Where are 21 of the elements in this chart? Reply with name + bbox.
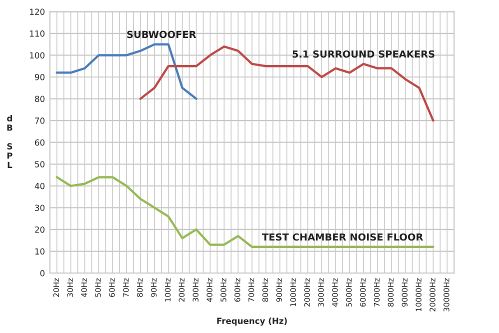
y-tick-label: 60 (35, 139, 44, 146)
series-label: SUBWOOFER (127, 30, 196, 38)
y-tick-label: 40 (34, 182, 44, 190)
y-tick-label: 10 (35, 248, 44, 255)
series-label: TEST CHAMBER NOISE FLOOR (262, 233, 424, 241)
line-series (56, 43, 198, 100)
y-tick-label: 90 (34, 74, 44, 80)
y-tick-label: 30 (35, 204, 44, 211)
y-tick-label: 50 (35, 161, 44, 168)
y-tick-label: 120 (30, 8, 44, 15)
y-tick-label: 110 (30, 30, 44, 37)
y-tick-label: 20 (35, 226, 44, 233)
text: dB SPL (7, 114, 12, 168)
line-series (56, 176, 434, 248)
y-tick-label: 0 (40, 270, 44, 276)
line-series (139, 45, 434, 122)
y-tick-label: 80 (35, 96, 44, 102)
series-label: 5.1 SURROUND SPEAKERS (292, 50, 434, 58)
x-axis-title: Frequency (Hz) (217, 318, 287, 326)
y-tick-label: 70 (35, 118, 44, 124)
y-tick-label: 100 (30, 52, 44, 59)
